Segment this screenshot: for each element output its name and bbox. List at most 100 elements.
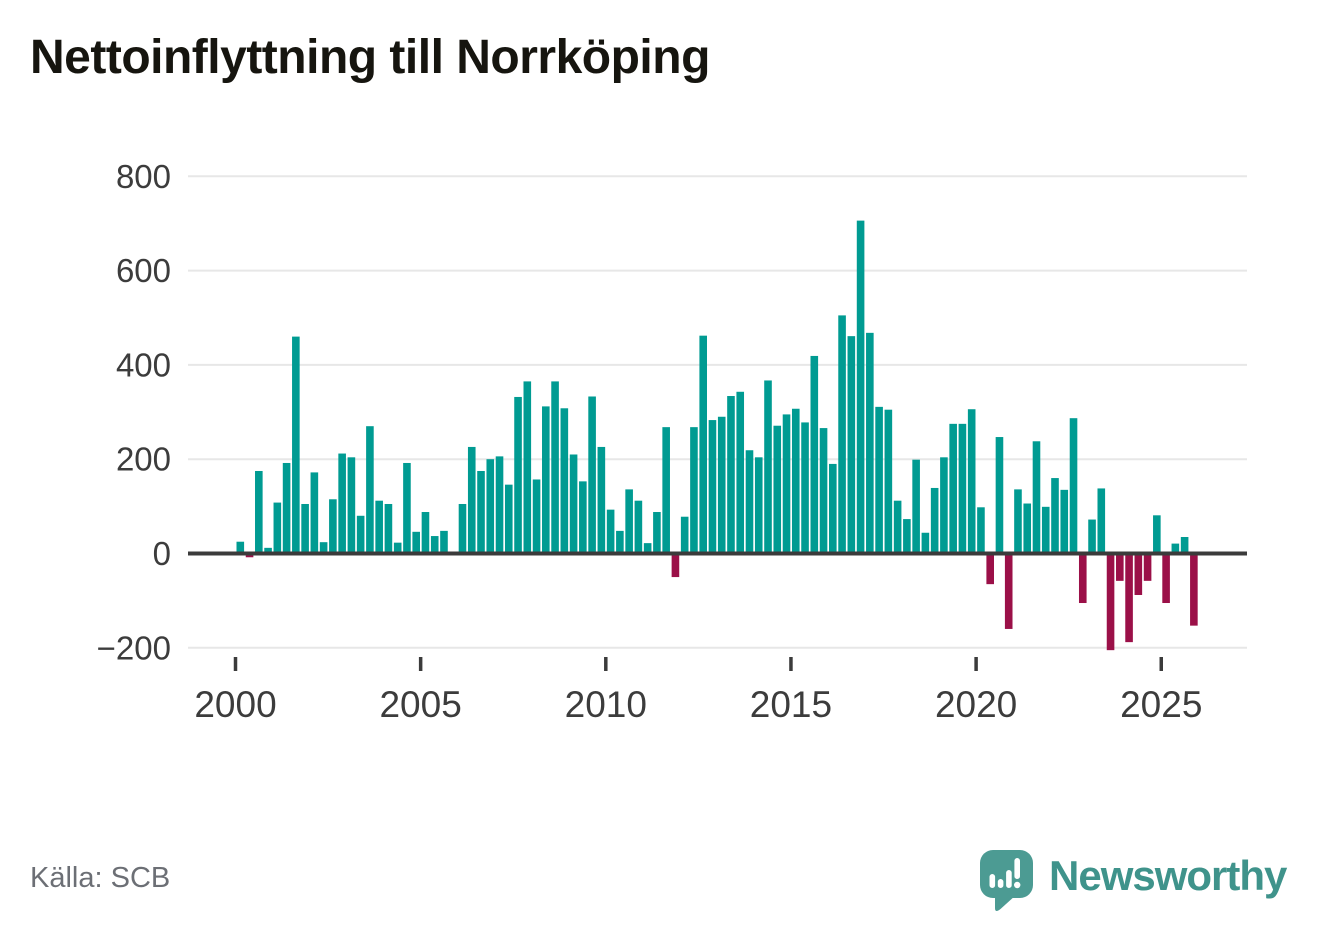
chart-title: Nettoinflyttning till Norrköping bbox=[30, 31, 710, 84]
bar bbox=[255, 470, 263, 554]
bar bbox=[1106, 553, 1115, 651]
svg-text:200: 200 bbox=[116, 441, 171, 478]
bar bbox=[430, 536, 439, 554]
bar bbox=[986, 553, 994, 585]
svg-text:2025: 2025 bbox=[1120, 684, 1202, 725]
bar bbox=[588, 396, 596, 554]
bar bbox=[458, 503, 467, 554]
bar bbox=[930, 487, 939, 554]
x-axis-ticks bbox=[233, 657, 1163, 671]
svg-text:2000: 2000 bbox=[194, 684, 276, 725]
bar bbox=[977, 507, 985, 554]
bar bbox=[754, 457, 763, 554]
svg-text:2015: 2015 bbox=[750, 684, 832, 725]
bar bbox=[866, 332, 874, 554]
bar bbox=[1014, 489, 1022, 554]
source-caption: Källa: SCB bbox=[30, 862, 171, 894]
bar bbox=[727, 396, 735, 554]
bar bbox=[958, 423, 967, 554]
bar bbox=[801, 422, 809, 554]
bar bbox=[542, 406, 550, 554]
x-axis-labels: 2000 2005 2010 2015 2020 2025 bbox=[194, 684, 1202, 725]
bar bbox=[477, 470, 485, 554]
bar bbox=[699, 335, 707, 554]
bar bbox=[764, 380, 772, 554]
svg-text:−200: −200 bbox=[97, 629, 171, 666]
bar bbox=[1153, 515, 1161, 554]
newsworthy-wordmark: Newsworthy bbox=[1049, 852, 1287, 899]
bar bbox=[486, 459, 495, 554]
bar bbox=[745, 450, 754, 554]
bar bbox=[319, 542, 328, 554]
bar bbox=[495, 456, 504, 554]
bar bbox=[912, 459, 920, 554]
svg-text:600: 600 bbox=[116, 252, 171, 289]
bar bbox=[375, 500, 383, 554]
bar bbox=[773, 425, 782, 554]
bar bbox=[680, 516, 689, 554]
bar bbox=[875, 406, 883, 554]
bar bbox=[569, 454, 578, 554]
bar bbox=[671, 553, 680, 578]
bar bbox=[856, 220, 865, 554]
bar bbox=[1023, 503, 1032, 554]
bar bbox=[532, 479, 541, 554]
bar bbox=[412, 531, 420, 554]
bar bbox=[690, 427, 698, 554]
bar bbox=[393, 542, 402, 554]
bar bbox=[403, 462, 411, 554]
bar bbox=[514, 396, 522, 554]
bar bbox=[329, 499, 337, 554]
bar bbox=[347, 457, 356, 554]
bar bbox=[579, 481, 587, 554]
bar bbox=[847, 336, 856, 554]
bar-series bbox=[236, 220, 1198, 651]
bar bbox=[1134, 553, 1143, 595]
bar bbox=[995, 437, 1004, 554]
bar bbox=[301, 503, 309, 554]
svg-text:0: 0 bbox=[153, 535, 171, 572]
bar bbox=[625, 489, 633, 554]
bar bbox=[736, 391, 745, 554]
bar bbox=[1032, 441, 1041, 554]
bar bbox=[366, 426, 374, 554]
bar bbox=[282, 462, 291, 554]
bar bbox=[560, 408, 569, 554]
bar bbox=[292, 336, 300, 554]
bar bbox=[967, 409, 976, 554]
bar bbox=[653, 512, 661, 554]
bar bbox=[643, 543, 652, 554]
bar bbox=[1051, 478, 1059, 554]
bar bbox=[708, 420, 717, 554]
bar bbox=[903, 519, 911, 554]
bar bbox=[264, 547, 272, 554]
bar bbox=[467, 446, 476, 554]
bar bbox=[1041, 506, 1050, 554]
bar bbox=[634, 500, 643, 554]
bar bbox=[1143, 553, 1152, 581]
bar bbox=[1190, 553, 1198, 626]
bar bbox=[893, 500, 902, 554]
bar bbox=[921, 532, 930, 554]
bar bbox=[819, 428, 828, 554]
bar bbox=[384, 503, 393, 554]
bar bbox=[597, 446, 606, 554]
bar bbox=[1116, 553, 1124, 581]
bar bbox=[616, 530, 624, 554]
svg-text:2010: 2010 bbox=[565, 684, 647, 725]
bar bbox=[310, 472, 319, 554]
bar bbox=[829, 463, 837, 554]
bar bbox=[1078, 553, 1087, 604]
bar bbox=[1060, 489, 1069, 554]
bar bbox=[356, 515, 365, 554]
bar bbox=[504, 484, 513, 554]
bar bbox=[662, 427, 670, 554]
bar bbox=[782, 414, 791, 554]
bar bbox=[1069, 418, 1078, 554]
newsworthy-logo: Newsworthy bbox=[978, 845, 1298, 915]
bar bbox=[1125, 553, 1133, 643]
bar bbox=[440, 530, 448, 554]
bar bbox=[1162, 553, 1170, 604]
svg-text:2005: 2005 bbox=[379, 684, 461, 725]
